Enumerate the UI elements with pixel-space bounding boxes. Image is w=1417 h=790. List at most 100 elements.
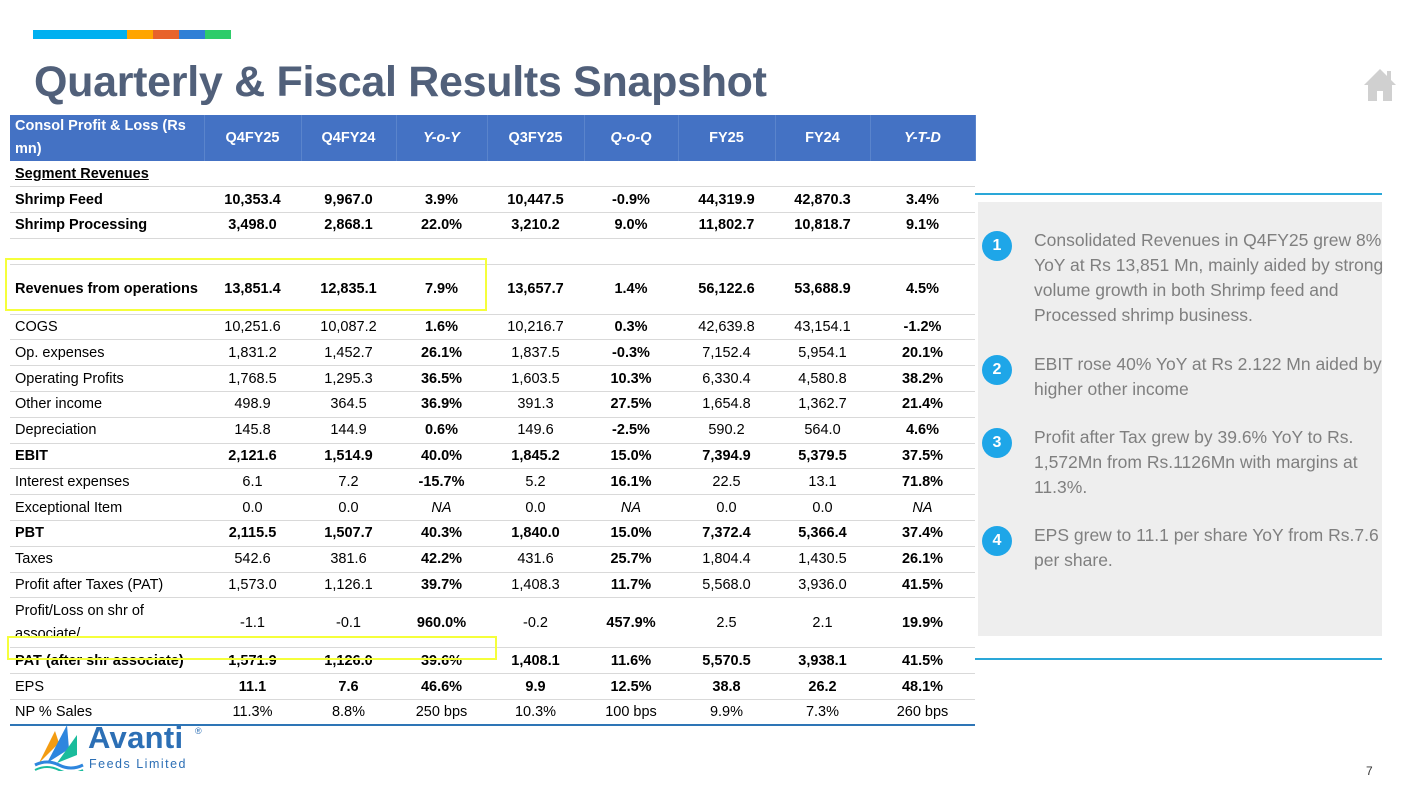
row-shrimp-feed: Shrimp Feed 10,353.4 9,967.0 3.9% 10,447… xyxy=(10,186,975,214)
header-label: Consol Profit & Loss (Rs mn) xyxy=(10,115,205,161)
cell: 20.1% xyxy=(870,339,975,367)
home-icon[interactable] xyxy=(1363,67,1397,103)
cell: 8.8% xyxy=(301,699,396,727)
cell: 3,936.0 xyxy=(775,572,870,599)
cell: 0.0 xyxy=(204,494,301,522)
cell: 19.9% xyxy=(870,597,975,649)
cell: 1,430.5 xyxy=(775,546,870,573)
cell: 11,802.7 xyxy=(678,212,775,239)
cell: 9.9% xyxy=(678,699,775,727)
row-label: Operating Profits xyxy=(10,365,204,393)
row-op-expenses: Op. expenses 1,831.2 1,452.7 26.1% 1,837… xyxy=(10,339,975,367)
cell: 1,408.1 xyxy=(487,647,584,675)
panel-top-rule xyxy=(975,193,1382,195)
cell: 2,115.5 xyxy=(204,520,301,547)
cell: 4.5% xyxy=(870,264,975,315)
cell: 1,603.5 xyxy=(487,365,584,393)
cell: 542.6 xyxy=(204,546,301,573)
cell: 12,835.1 xyxy=(301,264,396,315)
cell: 0.0 xyxy=(301,494,396,522)
cell: 36.9% xyxy=(396,391,487,418)
cell: 37.4% xyxy=(870,520,975,547)
cell: NA xyxy=(870,494,975,522)
cell: 590.2 xyxy=(678,417,775,444)
cell: 1.4% xyxy=(584,264,678,315)
header-qoq: Q-o-Q xyxy=(584,115,679,161)
cell: 7.2 xyxy=(301,468,396,496)
cell: 15.0% xyxy=(584,520,678,547)
cell: 260 bps xyxy=(870,699,975,727)
cell: 9,967.0 xyxy=(301,186,396,214)
point-number-badge: 3 xyxy=(982,428,1012,458)
avanti-logo-icon xyxy=(34,725,84,774)
cell: NA xyxy=(584,494,678,522)
cell: 10,447.5 xyxy=(487,186,584,214)
bar-segment-green xyxy=(205,30,231,39)
header-yoy: Y-o-Y xyxy=(396,115,488,161)
page-title: Quarterly & Fiscal Results Snapshot xyxy=(34,58,767,106)
cell: 960.0% xyxy=(396,597,487,649)
cell: 10.3% xyxy=(584,365,678,393)
row-revenues-from-operations: Revenues from operations 13,851.4 12,835… xyxy=(10,264,975,315)
cell: -0.1 xyxy=(301,597,396,649)
cell: 1,571.9 xyxy=(204,647,301,675)
cell: 39.7% xyxy=(396,572,487,599)
point-number-badge: 1 xyxy=(982,231,1012,261)
cell: 0.0 xyxy=(487,494,584,522)
cell: 149.6 xyxy=(487,417,584,444)
point-text: Profit after Tax grew by 39.6% YoY to Rs… xyxy=(1034,427,1358,497)
row-cogs: COGS 10,251.6 10,087.2 1.6% 10,216.7 0.3… xyxy=(10,314,975,341)
cell: 15.0% xyxy=(584,443,678,470)
panel-bottom-rule xyxy=(975,658,1382,660)
cell: 26.1% xyxy=(870,546,975,573)
cell: 22.5 xyxy=(678,468,775,496)
cell: 10,353.4 xyxy=(204,186,301,214)
cell: -1.2% xyxy=(870,314,975,341)
cell: 71.8% xyxy=(870,468,975,496)
cell: 1,840.0 xyxy=(487,520,584,547)
cell: 26.2 xyxy=(775,673,870,701)
point-text: Consolidated Revenues in Q4FY25 grew 8% … xyxy=(1034,230,1384,325)
row-other-income: Other income 498.9 364.5 36.9% 391.3 27.… xyxy=(10,391,975,418)
cell: 42.2% xyxy=(396,546,487,573)
cell: 364.5 xyxy=(301,391,396,418)
cell: 2,121.6 xyxy=(204,443,301,470)
header-q4fy25: Q4FY25 xyxy=(204,115,302,161)
cell: 7,372.4 xyxy=(678,520,775,547)
logo-subtitle: Feeds Limited xyxy=(89,757,188,771)
cell: 46.6% xyxy=(396,673,487,701)
cell: 7,152.4 xyxy=(678,339,775,367)
cell: 53,688.9 xyxy=(775,264,870,315)
row-label: Shrimp Processing xyxy=(10,212,204,239)
cell: 3,210.2 xyxy=(487,212,584,239)
company-logo: Avanti ® Feeds Limited xyxy=(33,720,213,774)
bar-segment-orange xyxy=(127,30,153,39)
row-pat-after-associate: PAT (after shr associate) 1,571.9 1,126.… xyxy=(10,647,975,675)
row-exceptional-item: Exceptional Item 0.0 0.0 NA 0.0 NA 0.0 0… xyxy=(10,494,975,522)
cell: 145.8 xyxy=(204,417,301,444)
point-text: EBIT rose 40% YoY at Rs 2.122 Mn aided b… xyxy=(1034,354,1382,399)
cell: 7,394.9 xyxy=(678,443,775,470)
cell: 36.5% xyxy=(396,365,487,393)
cell: 6,330.4 xyxy=(678,365,775,393)
cell: 4.6% xyxy=(870,417,975,444)
cell: 10.3% xyxy=(487,699,584,727)
cell: -15.7% xyxy=(396,468,487,496)
table-header-row: Consol Profit & Loss (Rs mn) Q4FY25 Q4FY… xyxy=(10,115,976,161)
cell: 391.3 xyxy=(487,391,584,418)
row-taxes: Taxes 542.6 381.6 42.2% 431.6 25.7% 1,80… xyxy=(10,546,975,573)
highlight-point-4: 4 EPS grew to 11.1 per share YoY from Rs… xyxy=(982,523,1384,573)
cell: 144.9 xyxy=(301,417,396,444)
cell: 5,366.4 xyxy=(775,520,870,547)
cell: 10,818.7 xyxy=(775,212,870,239)
empty-cells xyxy=(10,238,975,265)
row-depreciation: Depreciation 145.8 144.9 0.6% 149.6 -2.5… xyxy=(10,417,975,444)
cell: 3,498.0 xyxy=(204,212,301,239)
cell: 1,514.9 xyxy=(301,443,396,470)
cell: 9.0% xyxy=(584,212,678,239)
row-label: PAT (after shr associate) xyxy=(10,647,204,675)
cell: 40.0% xyxy=(396,443,487,470)
highlight-point-1: 1 Consolidated Revenues in Q4FY25 grew 8… xyxy=(982,228,1384,328)
cell: 5,570.5 xyxy=(678,647,775,675)
cell: 1,654.8 xyxy=(678,391,775,418)
